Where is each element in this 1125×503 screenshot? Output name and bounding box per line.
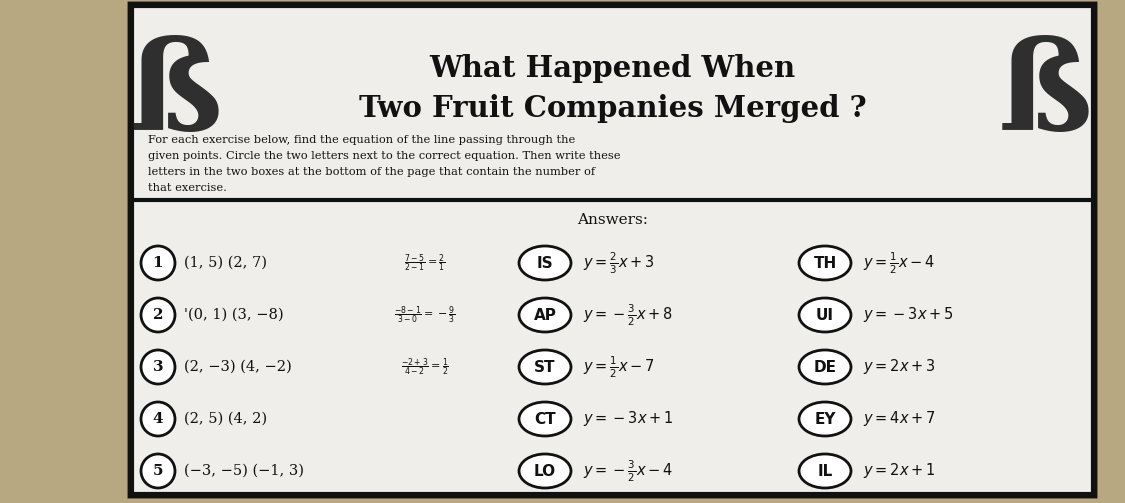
Text: 4: 4 — [153, 412, 163, 426]
Text: given points. Circle the two letters next to the correct equation. Then write th: given points. Circle the two letters nex… — [148, 151, 621, 161]
Text: TH: TH — [813, 256, 837, 271]
Ellipse shape — [799, 454, 850, 488]
Text: UI: UI — [816, 307, 834, 322]
Circle shape — [141, 298, 176, 332]
Text: ß: ß — [127, 35, 223, 155]
Ellipse shape — [799, 350, 850, 384]
Text: Answers:: Answers: — [577, 213, 648, 227]
Text: $y = 2x + 1$: $y = 2x + 1$ — [863, 461, 936, 480]
Text: $y = -3x + 5$: $y = -3x + 5$ — [863, 305, 954, 324]
Text: AP: AP — [533, 307, 557, 322]
Text: $y = -3x + 1$: $y = -3x + 1$ — [583, 409, 674, 429]
Text: For each exercise below, find the equation of the line passing through the: For each exercise below, find the equati… — [148, 135, 575, 145]
Circle shape — [141, 454, 176, 488]
FancyBboxPatch shape — [130, 4, 1095, 496]
Text: What Happened When: What Happened When — [430, 53, 795, 82]
Text: (1, 5) (2, 7): (1, 5) (2, 7) — [184, 256, 267, 270]
Text: letters in the two boxes at the bottom of the page that contain the number of: letters in the two boxes at the bottom o… — [148, 167, 595, 177]
Text: $y = -\frac{3}{2}x - 4$: $y = -\frac{3}{2}x - 4$ — [583, 458, 673, 484]
Text: $\frac{-2+3}{4-2} = \frac{1}{2}$: $\frac{-2+3}{4-2} = \frac{1}{2}$ — [400, 356, 449, 378]
Text: 2: 2 — [153, 308, 163, 322]
Text: LO: LO — [534, 463, 556, 478]
Ellipse shape — [519, 246, 572, 280]
Text: $y = \frac{1}{2}x - 7$: $y = \frac{1}{2}x - 7$ — [583, 354, 655, 380]
Ellipse shape — [519, 454, 572, 488]
Text: $y = -\frac{3}{2}x + 8$: $y = -\frac{3}{2}x + 8$ — [583, 302, 673, 327]
Text: $\frac{-8-1}{3-0} = -\frac{9}{3}$: $\frac{-8-1}{3-0} = -\frac{9}{3}$ — [394, 304, 456, 326]
Ellipse shape — [519, 350, 572, 384]
Text: (2, 5) (4, 2): (2, 5) (4, 2) — [184, 412, 267, 426]
Text: EY: EY — [814, 411, 836, 427]
Text: $\frac{7-5}{2-1} = \frac{2}{1}$: $\frac{7-5}{2-1} = \frac{2}{1}$ — [404, 253, 446, 274]
Text: '(0, 1) (3, −8): '(0, 1) (3, −8) — [184, 308, 284, 322]
Text: 5: 5 — [153, 464, 163, 478]
Text: that exercise.: that exercise. — [148, 183, 227, 193]
Text: $y = 2x + 3$: $y = 2x + 3$ — [863, 358, 936, 377]
Text: (2, −3) (4, −2): (2, −3) (4, −2) — [184, 360, 291, 374]
Circle shape — [141, 246, 176, 280]
Text: 1: 1 — [153, 256, 163, 270]
Text: Two Fruit Companies Merged ?: Two Fruit Companies Merged ? — [359, 94, 866, 123]
Text: ß: ß — [998, 35, 1092, 155]
Ellipse shape — [799, 298, 850, 332]
Text: CT: CT — [534, 411, 556, 427]
Text: $y = 4x + 7$: $y = 4x + 7$ — [863, 409, 936, 429]
Ellipse shape — [519, 402, 572, 436]
Text: IS: IS — [537, 256, 554, 271]
Circle shape — [141, 402, 176, 436]
Ellipse shape — [799, 402, 850, 436]
Circle shape — [141, 350, 176, 384]
Text: DE: DE — [813, 360, 837, 375]
Text: (−3, −5) (−1, 3): (−3, −5) (−1, 3) — [184, 464, 304, 478]
Ellipse shape — [799, 246, 850, 280]
Ellipse shape — [519, 298, 572, 332]
Text: $y = \frac{1}{2}x - 4$: $y = \frac{1}{2}x - 4$ — [863, 250, 935, 276]
Text: IL: IL — [818, 463, 832, 478]
Text: $y = \frac{2}{3}x + 3$: $y = \frac{2}{3}x + 3$ — [583, 250, 655, 276]
Text: ST: ST — [534, 360, 556, 375]
Text: 3: 3 — [153, 360, 163, 374]
